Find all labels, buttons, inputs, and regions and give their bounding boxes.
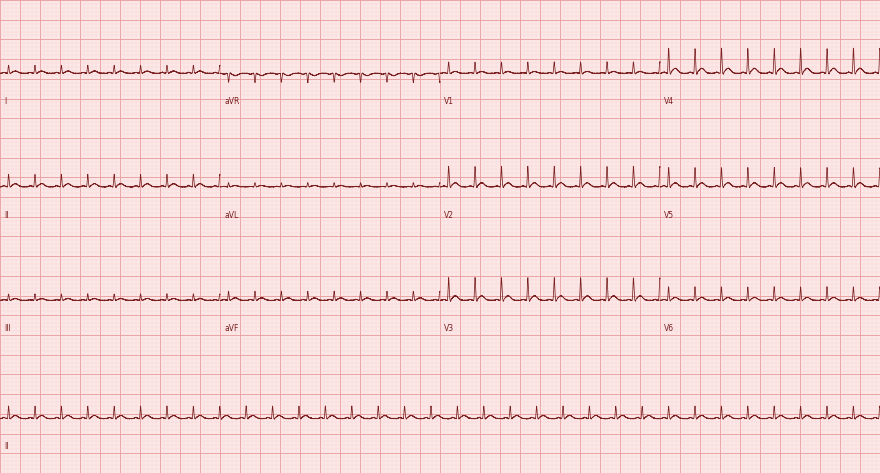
Text: II: II [4,442,9,451]
Text: I: I [4,97,7,106]
Text: aVL: aVL [224,210,238,219]
Text: III: III [4,324,11,333]
Text: aVR: aVR [224,97,239,106]
Text: aVF: aVF [224,324,238,333]
Text: V5: V5 [664,210,675,219]
Text: V1: V1 [444,97,454,106]
Text: V6: V6 [664,324,675,333]
Text: V4: V4 [664,97,675,106]
Text: II: II [4,210,9,219]
Text: V2: V2 [444,210,454,219]
Text: V3: V3 [444,324,455,333]
